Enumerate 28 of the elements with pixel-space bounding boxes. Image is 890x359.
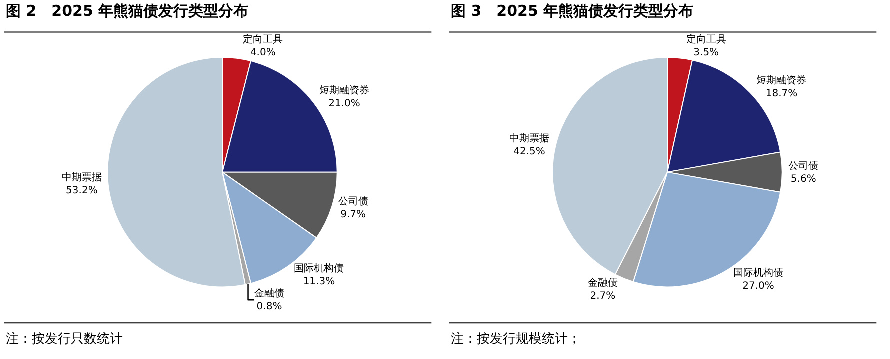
- slice-label: 公司债: [788, 160, 819, 172]
- data-label: 27.0%: [742, 281, 774, 292]
- data-label: 21.0%: [328, 98, 360, 110]
- slice-label: 短期融资券: [320, 84, 370, 97]
- data-label: 53.2%: [66, 185, 98, 196]
- data-label: 2.7%: [590, 290, 616, 302]
- slice-label: 短期融资券: [756, 74, 807, 86]
- slice-label: 定向工具: [243, 34, 284, 46]
- data-label: 4.0%: [250, 48, 276, 59]
- data-label: 18.7%: [766, 88, 798, 100]
- slice-label: 国际机构债: [733, 267, 784, 280]
- slice-label: 金融债: [588, 276, 618, 289]
- data-label: 42.5%: [514, 146, 546, 158]
- chart-title: 图 2 2025 年熊猫债发行类型分布: [6, 2, 249, 20]
- data-label: 0.8%: [256, 302, 282, 313]
- slice-label: 金融债: [254, 288, 285, 300]
- slice-label: 公司债: [338, 195, 368, 208]
- chart-title: 图 3 2025 年熊猫债发行类型分布: [451, 2, 694, 20]
- text: 注：按发行规模统计；: [451, 332, 581, 347]
- data-label: 11.3%: [303, 276, 336, 288]
- text: 注：按发行只数统计: [6, 332, 123, 347]
- slice-label: 中期票据: [62, 171, 102, 184]
- data-label: 3.5%: [694, 47, 720, 58]
- data-label: 5.6%: [790, 174, 816, 185]
- slice-label: 定向工具: [686, 33, 726, 46]
- data-label: 9.7%: [340, 209, 366, 220]
- slice-label: 国际机构债: [294, 262, 344, 275]
- slice-label: 中期票据: [510, 132, 550, 144]
